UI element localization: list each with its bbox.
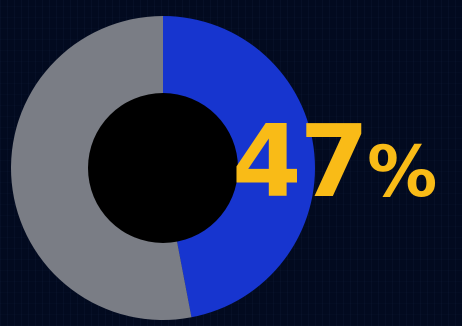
donut-slice-1 xyxy=(163,16,316,318)
percent-value: 47 xyxy=(232,103,369,220)
donut-hole xyxy=(88,93,238,243)
percent-sign: % xyxy=(367,131,438,213)
percent-label: 47% xyxy=(232,112,437,212)
